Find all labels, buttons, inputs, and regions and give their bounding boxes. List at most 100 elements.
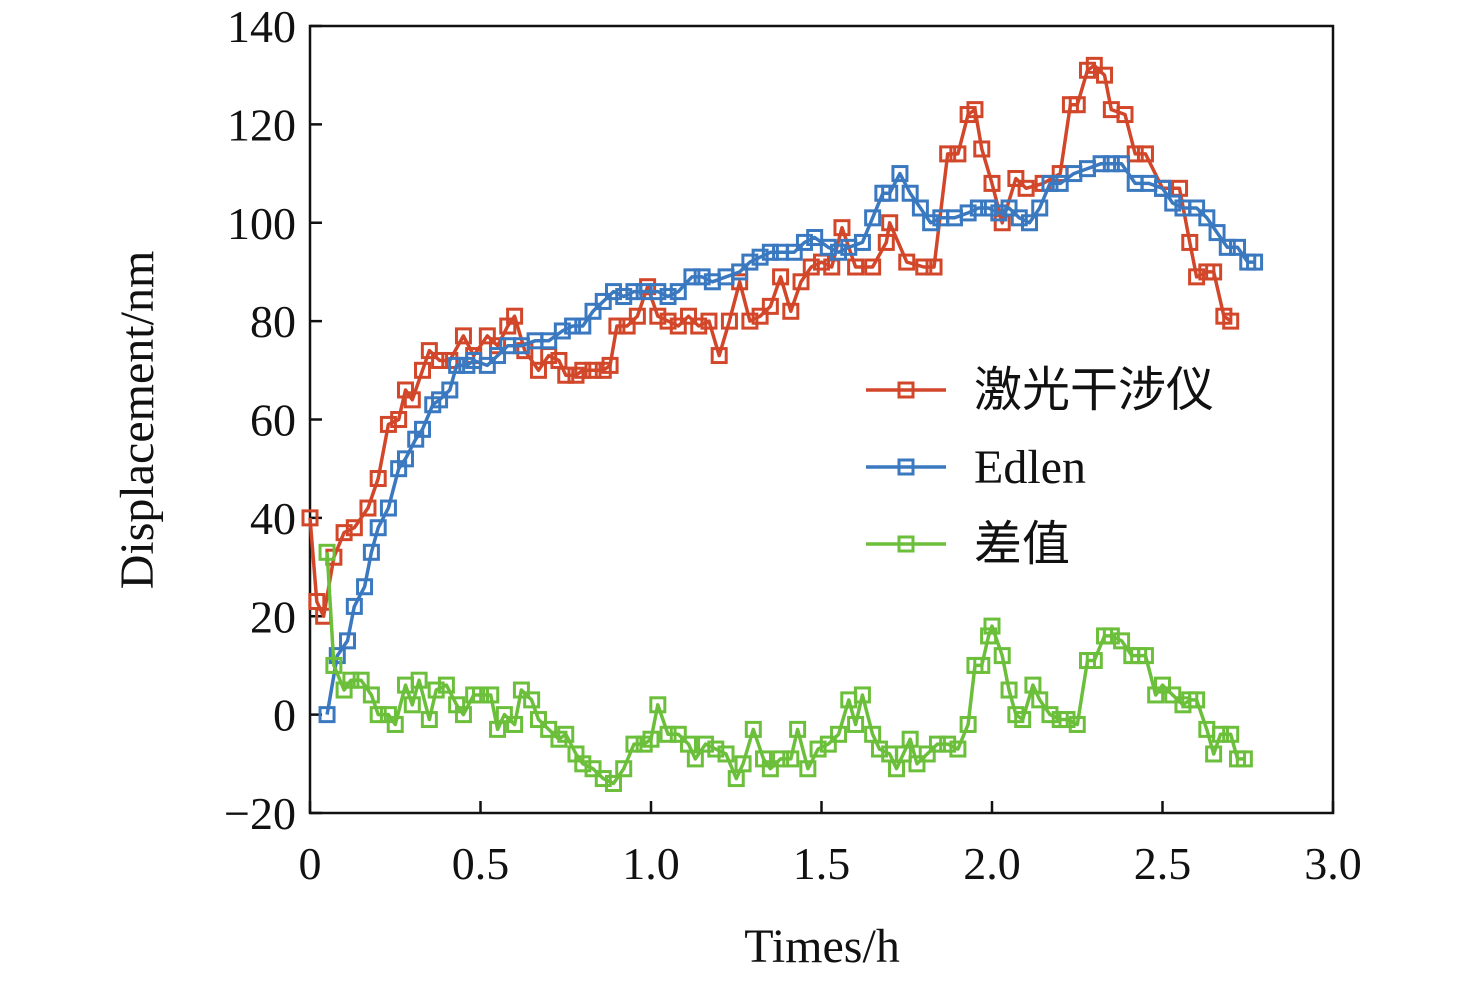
data-point [1229, 238, 1247, 256]
data-point [939, 735, 957, 753]
data-point [574, 317, 592, 335]
data-point [369, 519, 387, 537]
data-point [362, 686, 380, 704]
data-point [830, 243, 848, 261]
legend-item: 差值 [866, 518, 1070, 571]
y-axis-title: Displacement/nm [111, 251, 164, 590]
data-point [618, 317, 636, 335]
data-point [973, 140, 991, 158]
data-point [864, 209, 882, 227]
data-point [1188, 268, 1206, 286]
data-point [908, 755, 926, 773]
data-point [431, 351, 449, 369]
data-point [881, 214, 899, 232]
data-point [362, 543, 380, 561]
data-point [584, 760, 602, 778]
data-point [608, 317, 626, 335]
data-point [1102, 155, 1120, 173]
data-point [410, 671, 428, 689]
y-tick-label: 120 [227, 99, 296, 150]
data-point [1136, 145, 1154, 163]
data-point [318, 706, 336, 724]
data-point [615, 288, 633, 306]
x-tick-label: 2.5 [1134, 838, 1192, 889]
data-point [680, 307, 698, 325]
data-point [809, 740, 827, 758]
data-point [1068, 715, 1086, 733]
data-point [1000, 199, 1018, 217]
data-point [939, 145, 957, 163]
data-point [751, 248, 769, 266]
x-axis-ticks: 0 0.5 1.0 1.5 2.0 2.5 3.0 [299, 801, 1362, 889]
data-point [604, 283, 622, 301]
data-point [1041, 174, 1059, 192]
data-point [1007, 169, 1025, 187]
legend-item: 激光干涉仪 [866, 364, 1214, 417]
data-point [396, 450, 414, 468]
data-point [918, 745, 936, 763]
data-point [973, 656, 991, 674]
data-point [1068, 96, 1086, 114]
data-point [659, 725, 677, 743]
data-point [325, 656, 343, 674]
legend-label: Edlen [974, 441, 1086, 494]
x-tick-label: 0 [299, 838, 322, 889]
data-point [1246, 253, 1264, 271]
data-point [506, 715, 524, 733]
data-point [414, 420, 432, 438]
data-point [683, 268, 701, 286]
data-point [625, 283, 643, 301]
data-point [969, 199, 987, 217]
data-point [693, 268, 711, 286]
y-tick-label: 40 [250, 493, 296, 544]
data-point [369, 470, 387, 488]
data-point [925, 258, 943, 276]
data-point [734, 755, 752, 773]
data-point [772, 268, 790, 286]
data-point [356, 578, 374, 596]
y-tick-label: −20 [224, 788, 296, 839]
data-point [1031, 691, 1049, 709]
data-point [761, 760, 779, 778]
data-point [454, 327, 472, 345]
data-point [864, 258, 882, 276]
data-point [1188, 199, 1206, 217]
data-point [772, 750, 790, 768]
data-point [1211, 725, 1229, 743]
legend: 激光干涉仪 Edlen 差值 [866, 364, 1214, 571]
data-point [1017, 179, 1035, 197]
data-point [782, 302, 800, 320]
legend-swatch-marker [897, 381, 915, 399]
data-point [707, 740, 725, 758]
data-point [431, 391, 449, 409]
data-point [881, 184, 899, 202]
data-point [901, 730, 919, 748]
y-tick-label: 140 [227, 1, 296, 52]
data-point [1031, 199, 1049, 217]
y-tick-label: 100 [227, 198, 296, 249]
data-point [339, 632, 357, 650]
data-point [741, 253, 759, 271]
data-point [335, 524, 353, 542]
data-point [980, 627, 998, 645]
legend-label: 差值 [974, 518, 1070, 571]
data-point [799, 760, 817, 778]
data-point [390, 411, 408, 428]
data-point [649, 283, 667, 301]
data-point [1126, 145, 1144, 163]
data-point [427, 681, 445, 699]
data-point [420, 342, 438, 360]
data-point [751, 307, 769, 325]
data-point [557, 725, 575, 743]
data-point [628, 307, 646, 325]
data-point [1154, 179, 1171, 197]
data-point [1096, 66, 1114, 84]
data-point [853, 233, 871, 251]
data-point [870, 740, 888, 758]
data-point [785, 243, 803, 261]
data-point [1181, 233, 1199, 251]
data-point [601, 356, 619, 374]
data-point [1205, 745, 1223, 763]
data-point [1235, 750, 1253, 768]
legend-swatch-marker [897, 535, 915, 553]
